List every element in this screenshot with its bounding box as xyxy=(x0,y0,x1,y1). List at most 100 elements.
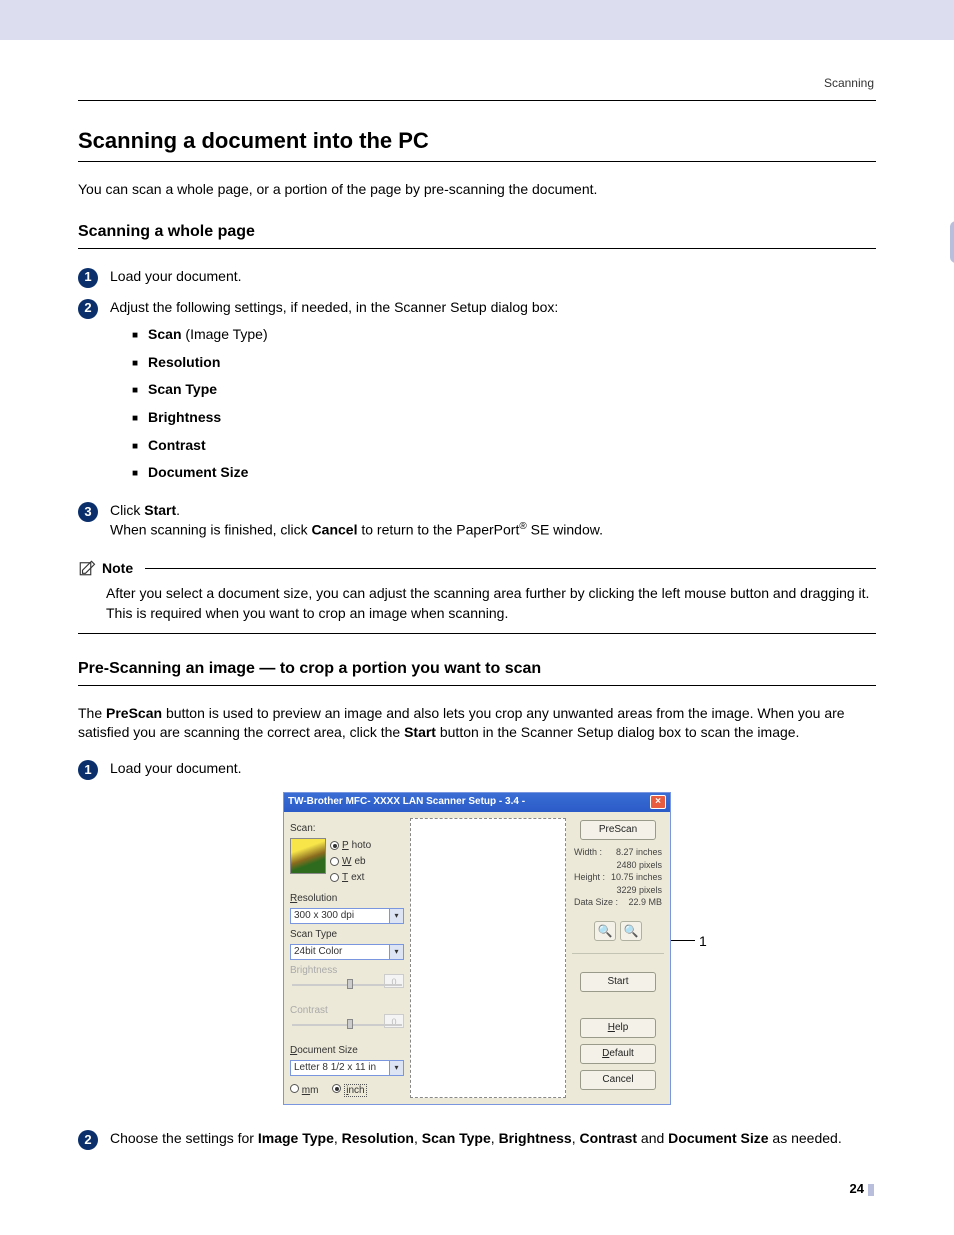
chevron-down-icon: ▾ xyxy=(389,909,403,923)
bullet-docsize: Document Size xyxy=(148,464,248,480)
registered-mark: ® xyxy=(519,521,526,532)
page-number: 24 xyxy=(850,1181,864,1196)
prescan-step-badge-1: 1 xyxy=(78,760,98,780)
step3-line2c: to return to the PaperPort xyxy=(357,522,519,538)
start-button[interactable]: Start xyxy=(580,972,656,992)
bullet-scantype: Scan Type xyxy=(148,381,217,397)
subsection-whole-page: Scanning a whole page xyxy=(78,221,876,243)
separator xyxy=(572,953,664,954)
prescan-step-2: 2 Choose the settings for Image Type, Re… xyxy=(78,1129,876,1150)
step-2-lead: Adjust the following settings, if needed… xyxy=(110,299,558,315)
note-body: After you select a document size, you ca… xyxy=(78,578,876,633)
list-item: Contrast xyxy=(132,436,876,456)
prescan-step-1-text: Load your document. xyxy=(110,759,876,779)
scan-thumbnail xyxy=(290,838,326,874)
dialog-left-panel: Scan: Photo Web Text Resolution 300 x 30… xyxy=(290,818,404,1098)
radio-text[interactable]: Text xyxy=(330,870,371,886)
step-2: 2 Adjust the following settings, if need… xyxy=(78,298,876,491)
p-start: Start xyxy=(404,724,436,740)
radio-icon xyxy=(290,1084,299,1093)
note-top-line xyxy=(145,568,876,569)
dialog-figure: TW-Brother MFC- XXXX LAN Scanner Setup -… xyxy=(78,792,876,1105)
callout-line xyxy=(671,940,695,941)
unit-inch[interactable]: inch xyxy=(332,1084,366,1098)
width-px: 2480 pixels xyxy=(616,859,662,872)
note-bottom-line xyxy=(78,633,876,634)
height-px: 3229 pixels xyxy=(616,884,662,897)
step-badge-3: 3 xyxy=(78,502,98,522)
radio-photo[interactable]: Photo xyxy=(330,838,371,854)
brightness-slider[interactable] xyxy=(292,984,402,986)
page-number-bar xyxy=(868,1184,874,1196)
resolution-label: Resolution xyxy=(290,892,404,906)
zoom-out-icon[interactable]: 🔍 xyxy=(620,921,642,941)
cancel-button[interactable]: Cancel xyxy=(580,1070,656,1090)
step-1-text: Load your document. xyxy=(110,267,876,287)
dialog-title: TW-Brother MFC- XXXX LAN Scanner Setup -… xyxy=(288,795,525,809)
resolution-value: 300 x 300 dpi xyxy=(291,909,389,923)
section-title: Scanning a document into the PC xyxy=(78,126,876,157)
step3-a: Click xyxy=(110,502,144,518)
section-rule xyxy=(78,161,876,162)
subsection-prescan: Pre-Scanning an image — to crop a portio… xyxy=(78,658,876,680)
radio-icon xyxy=(330,841,339,850)
note-box: Note After you select a document size, y… xyxy=(78,559,876,635)
subsection-rule-2 xyxy=(78,685,876,686)
docsize-value: Letter 8 1/2 x 11 in xyxy=(291,1061,389,1075)
scantype-value: 24bit Color xyxy=(291,945,389,959)
zoom-in-icon[interactable]: 🔍 xyxy=(594,921,616,941)
radio-web[interactable]: Web xyxy=(330,854,371,870)
step-badge-1: 1 xyxy=(78,268,98,288)
bullet-contrast: Contrast xyxy=(148,437,206,453)
chapter-tab: 2 xyxy=(950,221,954,263)
chevron-down-icon: ▾ xyxy=(389,1061,403,1075)
help-button[interactable]: Help xyxy=(580,1018,656,1038)
step-badge-2: 2 xyxy=(78,299,98,319)
unit-mm[interactable]: mm xyxy=(290,1084,318,1098)
height-value: 10.75 inches xyxy=(611,871,662,884)
scanner-setup-dialog: TW-Brother MFC- XXXX LAN Scanner Setup -… xyxy=(283,792,671,1105)
list-item: Scan (Image Type) xyxy=(132,325,876,345)
close-icon[interactable]: × xyxy=(650,795,666,809)
subsection-rule-1 xyxy=(78,248,876,249)
step3-start: Start xyxy=(144,502,176,518)
settings-list: Scan (Image Type) Resolution Scan Type B… xyxy=(110,325,876,483)
prescan-step-badge-2: 2 xyxy=(78,1130,98,1150)
prescan-step-2-text: Choose the settings for Image Type, Reso… xyxy=(110,1129,876,1149)
preview-area[interactable] xyxy=(410,818,566,1098)
dialog-titlebar: TW-Brother MFC- XXXX LAN Scanner Setup -… xyxy=(284,793,670,812)
radio-icon xyxy=(332,1084,341,1093)
page-number-wrap: 24 xyxy=(0,1180,954,1198)
page-content: 2 Scanning a document into the PC You ca… xyxy=(0,126,954,1150)
docsize-label: Document Size xyxy=(290,1044,404,1058)
radio-icon xyxy=(330,873,339,882)
note-title: Note xyxy=(102,559,133,579)
default-button[interactable]: Default xyxy=(580,1044,656,1064)
scantype-label: Scan Type xyxy=(290,928,404,942)
list-item: Document Size xyxy=(132,463,876,483)
callout-number: 1 xyxy=(699,932,707,952)
bullet-scan-bold: Scan xyxy=(148,326,181,342)
resolution-combo[interactable]: 300 x 300 dpi▾ xyxy=(290,908,404,924)
contrast-slider[interactable] xyxy=(292,1024,402,1026)
datasize-label: Data Size : xyxy=(574,896,618,909)
step3-line2a: When scanning is finished, click xyxy=(110,522,312,538)
top-band xyxy=(0,0,954,40)
step3-c: . xyxy=(176,502,180,518)
dialog-right-panel: PreScan Width :8.27 inches 2480 pixels H… xyxy=(572,818,664,1098)
docsize-combo[interactable]: Letter 8 1/2 x 11 in▾ xyxy=(290,1060,404,1076)
prescan-button[interactable]: PreScan xyxy=(580,820,656,840)
prescan-step-1: 1 Load your document. xyxy=(78,759,876,780)
note-icon xyxy=(78,559,96,577)
scantype-combo[interactable]: 24bit Color▾ xyxy=(290,944,404,960)
step3-line2d: SE window. xyxy=(527,522,603,538)
chevron-down-icon: ▾ xyxy=(389,945,403,959)
running-header: Scanning xyxy=(0,75,954,92)
radio-icon xyxy=(330,857,339,866)
step-3: 3 Click Start. When scanning is finished… xyxy=(78,501,876,541)
list-item: Resolution xyxy=(132,353,876,373)
p-a: The xyxy=(78,705,106,721)
bullet-scan-rest: (Image Type) xyxy=(182,326,268,342)
list-item: Brightness xyxy=(132,408,876,428)
p-e: button in the Scanner Setup dialog box t… xyxy=(436,724,799,740)
